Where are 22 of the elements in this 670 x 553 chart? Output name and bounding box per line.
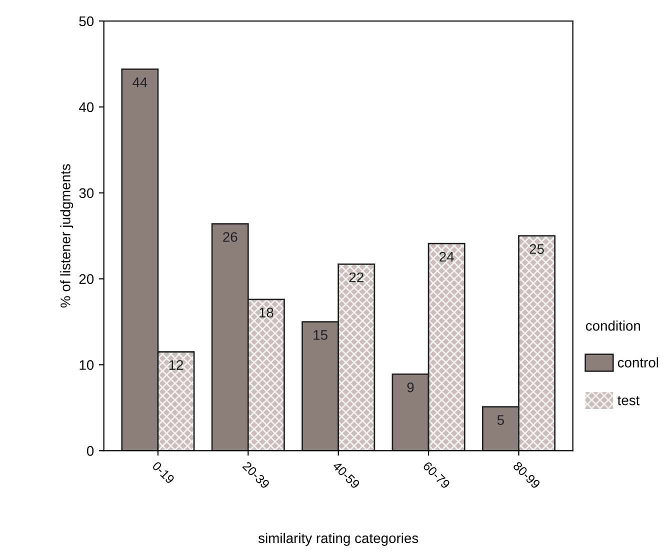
data-label: 25: [530, 244, 544, 254]
x-tick-label: 0-19: [152, 460, 176, 484]
data-label: 22: [349, 272, 364, 282]
y-tick-label: 30: [79, 188, 94, 198]
legend-label: control: [618, 357, 658, 368]
y-axis-title: % of listener judgments: [60, 164, 74, 308]
y-tick-label: 0: [86, 446, 94, 456]
data-label: 18: [260, 308, 274, 318]
data-label: 24: [440, 252, 454, 262]
data-label: 5: [497, 415, 504, 425]
data-label: 12: [169, 360, 184, 370]
legend-title: condition: [586, 320, 640, 331]
data-label: 9: [407, 382, 414, 392]
data-label: 26: [223, 232, 238, 242]
legend-label: test: [618, 396, 640, 406]
y-tick-label: 50: [79, 16, 94, 26]
y-tick-label: 40: [79, 102, 94, 112]
data-label: 44: [132, 78, 148, 88]
y-tick-label: 10: [80, 360, 94, 370]
data-label: 15: [314, 330, 328, 340]
y-tick-label: 20: [79, 274, 94, 284]
x-axis-title: similarity rating categories: [258, 532, 418, 546]
